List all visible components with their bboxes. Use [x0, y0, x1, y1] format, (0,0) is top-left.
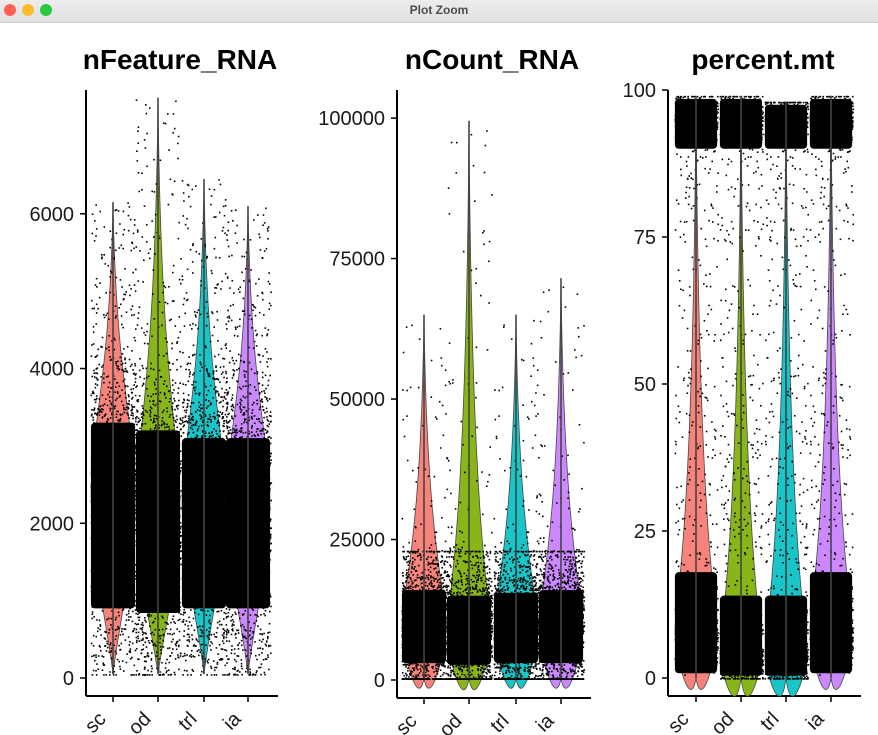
y-tick-label: 100000	[318, 108, 385, 130]
violin-group-sc	[401, 314, 449, 689]
y-tick-label: 0	[63, 668, 74, 690]
x-tick-label: sc	[664, 708, 694, 735]
y-tick-label: 75000	[329, 249, 385, 271]
x-tick-label: od	[707, 708, 738, 735]
y-tick-label: 75	[634, 227, 656, 249]
y-tick-label: 25000	[329, 530, 385, 552]
x-tick-label: trl	[174, 708, 201, 735]
y-tick-label: 0	[374, 670, 385, 692]
panel-nfeature-rna: nFeature_RNA 0 2000 4000 6000 sc od trl ia	[30, 44, 278, 735]
violin-group-sc	[674, 95, 720, 690]
panel-title: percent.mt	[691, 44, 834, 75]
violin-group-od	[719, 95, 765, 697]
y-tick-label: 2000	[30, 513, 75, 535]
violin-group-sc	[90, 202, 138, 676]
violin-group-ia	[538, 278, 586, 689]
violin-group-ia	[809, 95, 855, 690]
x-tick-label: trl	[486, 710, 513, 735]
violin-group-trl	[181, 178, 229, 676]
window-title: Plot Zoom	[409, 3, 469, 17]
y-tick-label: 0	[645, 668, 656, 690]
panel-title: nFeature_RNA	[83, 44, 277, 75]
panel-title: nCount_RNA	[405, 44, 579, 75]
panel-percent-mt: percent.mt 0 25 50 75 100 sc od trl ia	[623, 44, 861, 735]
x-tick-label: od	[435, 710, 466, 735]
close-window-button[interactable]	[4, 4, 16, 16]
x-tick-label: ia	[219, 707, 246, 734]
x-tick-label: ia	[802, 707, 829, 734]
x-tick-label: trl	[756, 708, 783, 735]
x-tick-label: sc	[392, 710, 422, 735]
minimize-window-button[interactable]	[22, 4, 34, 16]
violin-group-trl	[493, 314, 541, 689]
violin-group-ia	[225, 206, 273, 676]
x-tick-label: sc	[81, 708, 111, 735]
y-tick-label: 50	[634, 374, 656, 396]
y-tick-label: 4000	[30, 359, 75, 381]
x-tick-label: od	[124, 708, 155, 735]
zoom-window-button[interactable]	[40, 4, 52, 16]
violin-group-od	[446, 120, 494, 690]
panel-ncount-rna: nCount_RNA 0 25000 50000 75000 100000 sc od trl i…	[318, 44, 591, 735]
y-tick-label: 25	[634, 521, 656, 543]
y-tick-label: 50000	[329, 389, 385, 411]
x-tick-label: ia	[532, 709, 559, 735]
y-tick-label: 100	[623, 80, 656, 102]
violin-group-trl	[764, 101, 810, 697]
y-tick-label: 6000	[30, 204, 75, 226]
window-titlebar: Plot Zoom	[0, 0, 878, 23]
violin-group-od	[135, 97, 183, 676]
